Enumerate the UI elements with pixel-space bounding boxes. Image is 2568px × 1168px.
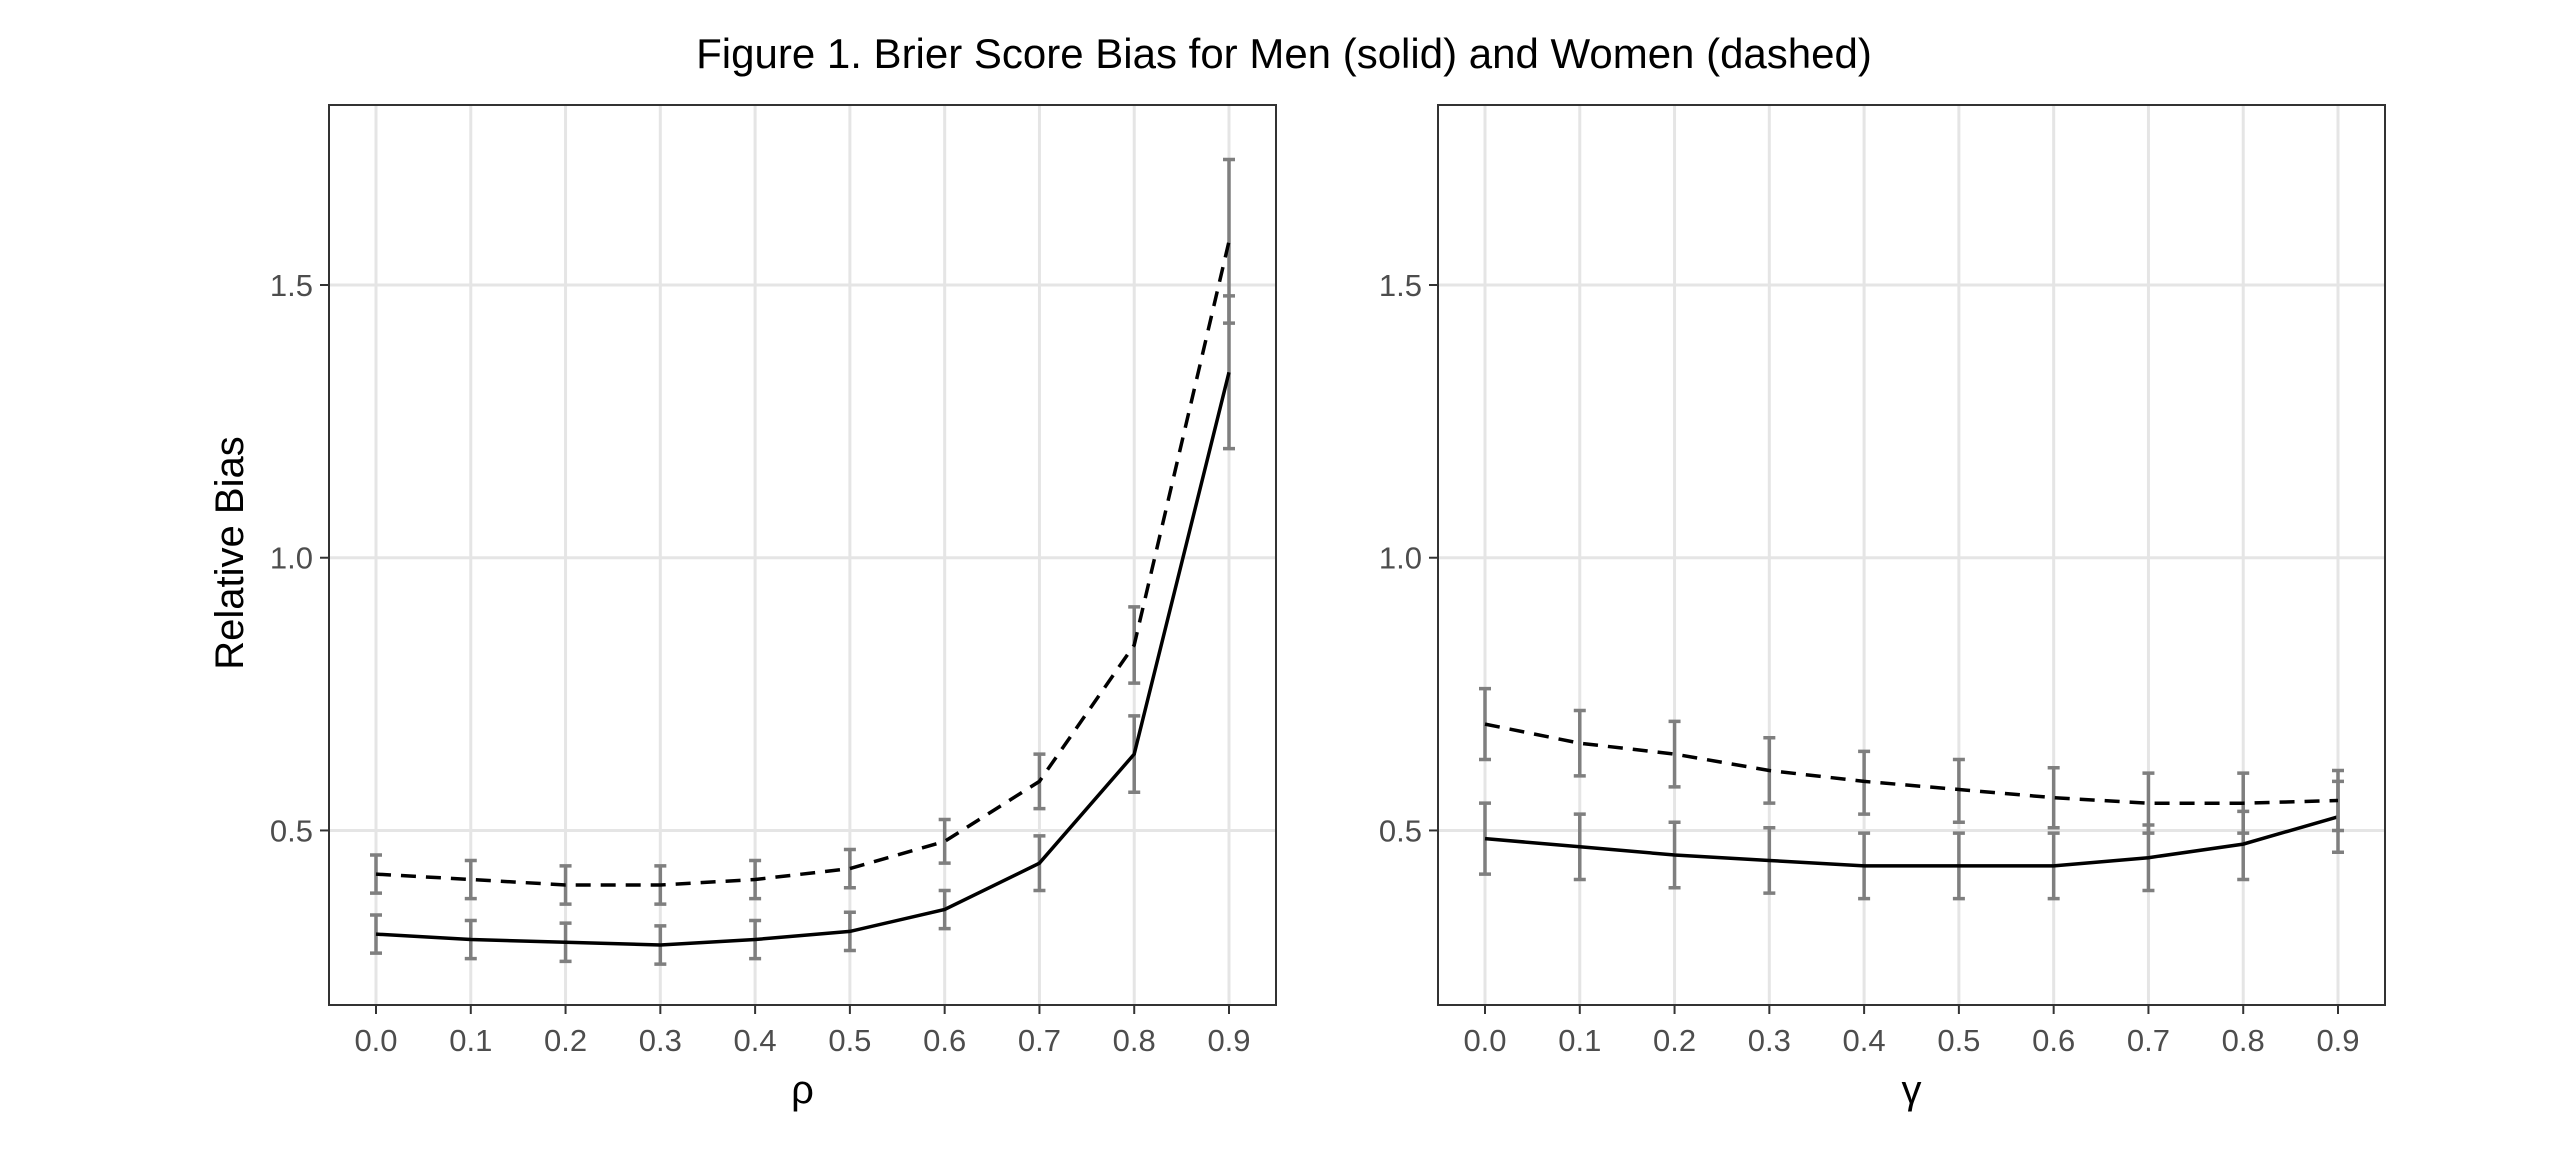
panel-gamma: 0.5 1.0 1.5 0.0 0.1 0.2 0.3 0.4 0.5 0.6 0.7 0.8 0.9 γ xyxy=(1379,104,2386,1112)
x-tick-label: 0.4 xyxy=(734,1023,777,1058)
error-bar xyxy=(1223,157,1235,325)
x-tick-label: 0.7 xyxy=(2127,1023,2170,1058)
x-tick-label: 0.7 xyxy=(1018,1023,1061,1058)
error-bar xyxy=(370,913,382,955)
y-tick-label: 0.5 xyxy=(270,813,313,848)
error-bar xyxy=(2142,771,2155,835)
panel-frame xyxy=(328,104,1277,1006)
y-tick-label: 1.0 xyxy=(270,541,313,576)
y-axis-label: Relative Bias xyxy=(208,436,252,669)
x-tick-label: 0.6 xyxy=(923,1023,966,1058)
x-tick-label: 0.5 xyxy=(828,1023,871,1058)
x-tick-label: 0.2 xyxy=(1653,1023,1696,1058)
chart-title: Figure 1. Brier Score Bias for Men (soli… xyxy=(696,30,1872,77)
x-tick-label: 0.5 xyxy=(1937,1023,1980,1058)
y-tick-label: 1.5 xyxy=(270,268,313,303)
y-tick-label: 1.0 xyxy=(1379,541,1422,576)
x-axis-label: ρ xyxy=(791,1068,814,1112)
x-tick-label: 0.2 xyxy=(544,1023,587,1058)
x-tick-label: 0.4 xyxy=(1843,1023,1886,1058)
y-tick-label: 1.5 xyxy=(1379,268,1422,303)
x-tick-label: 0.0 xyxy=(1463,1023,1506,1058)
x-tick-label: 0.9 xyxy=(1207,1023,1250,1058)
error-bar xyxy=(370,853,382,895)
error-bar xyxy=(2332,768,2344,833)
x-tick-label: 0.1 xyxy=(449,1023,492,1058)
error-bar xyxy=(1668,719,1681,789)
error-bar xyxy=(1573,708,1586,778)
x-tick-label: 0.9 xyxy=(2316,1023,2359,1058)
panel-rho: 0.5 1.0 1.5 0.0 0.1 0.2 0.3 0.4 0.5 0.6 0.7 0.8 0.9 ρ xyxy=(270,104,1277,1112)
error-bar xyxy=(1479,686,1491,762)
error-bar xyxy=(938,817,951,865)
x-tick-label: 0.3 xyxy=(639,1023,682,1058)
x-tick-label: 0.8 xyxy=(2222,1023,2265,1058)
x-tick-label: 0.1 xyxy=(1558,1023,1601,1058)
series-line-dashed xyxy=(375,240,1231,887)
x-axis-label: γ xyxy=(1902,1068,1922,1112)
x-tick-label: 0.0 xyxy=(354,1023,397,1058)
series-line-solid xyxy=(375,371,1231,947)
panel-frame xyxy=(1437,104,2386,1006)
series-line-solid xyxy=(1484,815,2339,868)
error-bar xyxy=(464,858,477,901)
x-tick-label: 0.8 xyxy=(1113,1023,1156,1058)
series-line-dashed xyxy=(1484,722,2339,805)
error-bar xyxy=(2047,765,2060,830)
x-tick-label: 0.3 xyxy=(1748,1023,1791,1058)
y-tick-label: 0.5 xyxy=(1379,813,1422,848)
error-bar xyxy=(843,847,856,890)
x-tick-label: 0.6 xyxy=(2032,1023,2075,1058)
